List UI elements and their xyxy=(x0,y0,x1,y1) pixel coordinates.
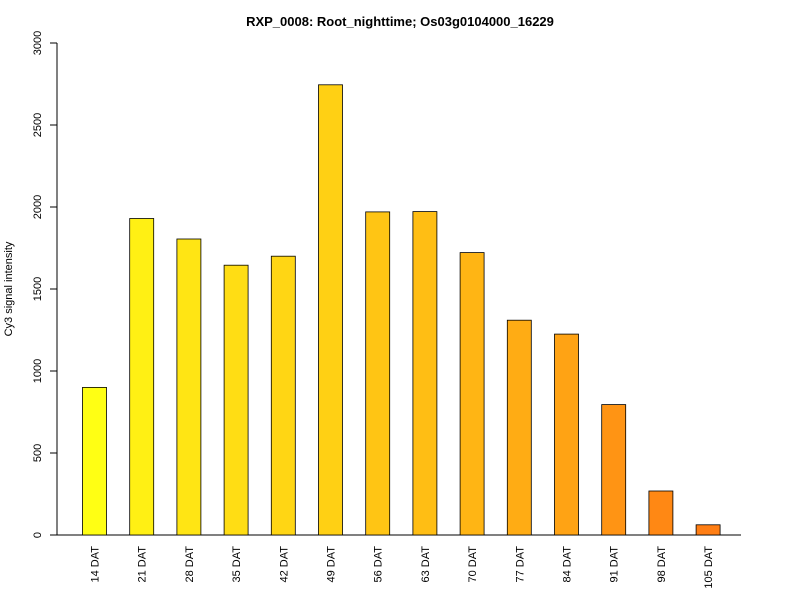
x-tick-label: 84 DAT xyxy=(562,546,574,583)
x-tick-label: 35 DAT xyxy=(231,546,243,583)
bars xyxy=(82,84,721,536)
bar xyxy=(270,255,296,536)
x-tick-label: 42 DAT xyxy=(278,546,290,583)
y-tick-label: 0 xyxy=(32,532,44,538)
bar xyxy=(129,218,155,536)
y-tick-label: 3000 xyxy=(32,31,44,55)
y-tick-label: 2500 xyxy=(32,113,44,137)
bar xyxy=(459,252,485,536)
x-tick-label: 70 DAT xyxy=(467,546,479,583)
bar xyxy=(648,490,674,536)
y-tick-label: 1500 xyxy=(32,277,44,301)
x-tick-label: 49 DAT xyxy=(326,546,338,583)
bar xyxy=(223,264,249,536)
y-tick-label: 2000 xyxy=(32,195,44,219)
bar xyxy=(318,84,343,536)
y-tick-label: 1000 xyxy=(32,359,44,383)
x-tick-label: 28 DAT xyxy=(184,546,196,583)
x-tick-label: 56 DAT xyxy=(373,546,385,583)
bar xyxy=(365,211,391,536)
x-tick-label: 21 DAT xyxy=(137,546,149,583)
x-tick-label: 98 DAT xyxy=(656,546,668,583)
bar xyxy=(82,386,107,536)
x-tick-label: 63 DAT xyxy=(420,546,432,583)
bar xyxy=(176,238,202,536)
x-tick-label: 14 DAT xyxy=(90,546,102,583)
bar xyxy=(412,211,438,536)
y-axis: 0 500 1000 1500 2000 2500 3000 xyxy=(32,31,58,538)
x-tick-label: 77 DAT xyxy=(514,546,526,583)
x-tick-label: 91 DAT xyxy=(609,546,621,583)
bar xyxy=(695,524,721,536)
bar xyxy=(554,333,579,536)
x-tick-label: 105 DAT xyxy=(703,546,715,589)
bar xyxy=(601,404,627,536)
bar xyxy=(506,319,532,536)
x-tick-labels: 14 DAT 21 DAT 28 DAT 35 DAT 42 DAT 49 DAT 56 D… xyxy=(90,546,716,589)
y-tick-label: 500 xyxy=(32,444,44,462)
y-axis-label: Cy3 signal intensity xyxy=(3,241,15,336)
chart-title: RXP_0008: Root_nighttime; Os03g0104000_1… xyxy=(246,14,554,29)
